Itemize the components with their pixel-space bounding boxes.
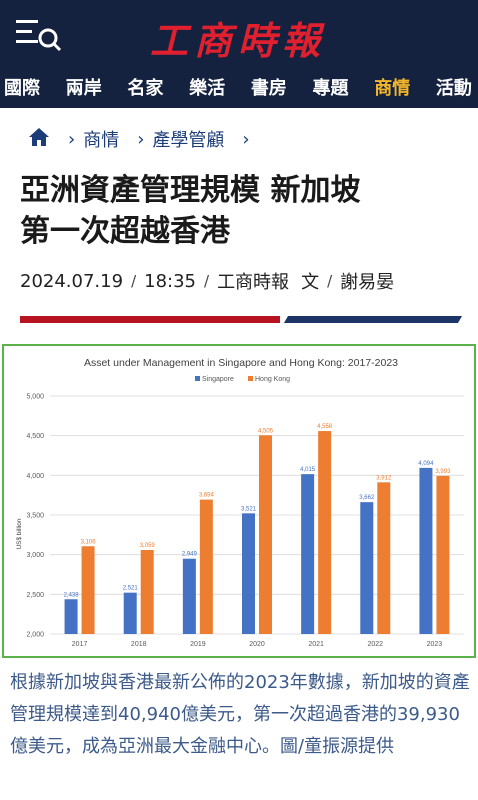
nav-item-business[interactable]: 商情 bbox=[374, 78, 411, 99]
data-label: 3,662 bbox=[359, 495, 375, 501]
nav-item-features[interactable]: 專題 bbox=[312, 78, 349, 99]
home-icon[interactable] bbox=[28, 127, 50, 152]
data-label: 4,094 bbox=[418, 461, 434, 467]
nav-item-books[interactable]: 書房 bbox=[250, 78, 287, 99]
breadcrumb-item-consulting[interactable]: 產學管顧 bbox=[152, 130, 225, 151]
publish-date: 2024.07.19 bbox=[20, 270, 124, 292]
chart-legend: Singapore Hong Kong bbox=[195, 376, 290, 383]
data-label: 2,949 bbox=[182, 552, 198, 558]
bar-hong-kong bbox=[199, 499, 213, 634]
x-tick-label: 2019 bbox=[190, 641, 206, 648]
chevron-right-icon: › bbox=[242, 128, 250, 150]
x-tick-label: 2022 bbox=[367, 641, 383, 648]
y-tick-label: 3,000 bbox=[26, 552, 44, 559]
title-divider-navy bbox=[283, 316, 463, 323]
x-axis-ticks: 2017 2018 2019 2020 2021 2022 2023 bbox=[72, 641, 443, 648]
title-divider-red bbox=[20, 316, 280, 323]
chart-bars: 2,438 3,106 2,521 3,059 2,949 3,694 3,521 4,505… bbox=[64, 424, 451, 634]
legend-swatch bbox=[248, 376, 253, 381]
breadcrumb: › 商情 › 產學管顧 › bbox=[28, 124, 258, 154]
bar-hong-kong bbox=[259, 435, 272, 634]
bar-singapore bbox=[123, 592, 137, 634]
bar-hong-kong bbox=[436, 475, 450, 634]
data-label: 3,694 bbox=[199, 493, 215, 499]
bar-hong-kong bbox=[377, 482, 391, 634]
chevron-right-icon: › bbox=[137, 128, 145, 150]
breadcrumb-item-business[interactable]: 商情 bbox=[83, 130, 120, 151]
y-tick-label: 2,500 bbox=[26, 592, 44, 599]
y-axis-ticks: 2,000 2,500 3,000 3,500 4,000 4,500 5,000 bbox=[26, 394, 44, 639]
nav-item-columnists[interactable]: 名家 bbox=[127, 78, 164, 99]
y-tick-label: 4,000 bbox=[26, 473, 44, 480]
byline-divider: / bbox=[131, 272, 137, 290]
main-nav: 國際 兩岸 名家 樂活 書房 專題 商情 活動 bbox=[0, 72, 478, 106]
bar-singapore bbox=[182, 558, 196, 634]
data-label: 4,505 bbox=[258, 428, 274, 434]
aum-bar-chart: Asset under Management in Singapore and … bbox=[16, 357, 464, 648]
bar-singapore bbox=[242, 513, 255, 634]
nav-item-events[interactable]: 活動 bbox=[435, 78, 472, 99]
nav-item-lifestyle[interactable]: 樂活 bbox=[189, 78, 226, 99]
figure-caption: 根據新加坡與香港最新公佈的2023年數據，新加坡的資產管理規模達到40,940億… bbox=[10, 672, 470, 757]
data-label: 2,521 bbox=[123, 586, 139, 592]
x-tick-label: 2023 bbox=[427, 641, 443, 648]
byline-divider: / bbox=[327, 272, 333, 290]
publication-source: 工商時報 bbox=[217, 272, 290, 293]
bar-singapore bbox=[64, 599, 78, 634]
chart-gridlines bbox=[50, 395, 464, 635]
y-axis-label: US$ billion bbox=[16, 518, 23, 549]
chart-title: Asset under Management in Singapore and … bbox=[84, 357, 398, 369]
bar-hong-kong bbox=[140, 549, 154, 634]
data-label: 3,912 bbox=[376, 475, 392, 481]
y-tick-label: 2,000 bbox=[26, 632, 44, 639]
author-name[interactable]: 謝易晏 bbox=[340, 272, 395, 293]
bar-singapore bbox=[301, 474, 315, 634]
article-title: 亞洲資產管理規模 新加坡 第一次超越香港 bbox=[20, 170, 460, 252]
publish-time: 18:35 bbox=[144, 270, 196, 292]
y-tick-label: 5,000 bbox=[26, 394, 44, 401]
data-label: 3,106 bbox=[81, 539, 97, 545]
x-tick-label: 2020 bbox=[249, 641, 265, 648]
data-label: 3,059 bbox=[140, 543, 156, 549]
y-tick-label: 4,500 bbox=[26, 433, 44, 440]
x-tick-label: 2017 bbox=[72, 641, 88, 648]
nav-item-international[interactable]: 國際 bbox=[4, 78, 40, 99]
article-figure: Asset under Management in Singapore and … bbox=[2, 344, 476, 658]
data-label: 3,993 bbox=[435, 469, 451, 475]
y-tick-label: 3,500 bbox=[26, 513, 44, 520]
legend-label: Singapore bbox=[202, 376, 234, 383]
legend-label: Hong Kong bbox=[255, 376, 290, 383]
bar-hong-kong bbox=[81, 546, 95, 634]
chevron-right-icon: › bbox=[68, 128, 76, 150]
article-byline: 2024.07.19 / 18:35 / 工商時報 文 / 謝易晏 bbox=[20, 266, 394, 296]
menu-search-icon[interactable] bbox=[14, 16, 62, 56]
x-tick-label: 2018 bbox=[131, 641, 147, 648]
legend-swatch bbox=[195, 376, 200, 381]
nav-item-cross-strait[interactable]: 兩岸 bbox=[65, 78, 102, 99]
site-logo[interactable]: 工商時報 bbox=[150, 18, 327, 63]
data-label: 4,015 bbox=[300, 467, 316, 473]
byline-divider: / bbox=[204, 272, 210, 290]
x-tick-label: 2021 bbox=[308, 641, 324, 648]
site-header: 工商時報 國際 兩岸 名家 樂活 書房 專題 商情 活動 bbox=[0, 0, 478, 108]
data-label: 3,521 bbox=[241, 506, 257, 512]
data-label: 2,438 bbox=[64, 592, 80, 598]
author-prefix: 文 bbox=[301, 272, 320, 293]
data-label: 4,558 bbox=[317, 424, 333, 430]
title-line-2: 第一次超越香港 bbox=[20, 214, 230, 249]
bar-hong-kong bbox=[318, 431, 332, 634]
title-line-1: 亞洲資產管理規模 新加坡 bbox=[20, 173, 361, 208]
bar-singapore bbox=[360, 502, 374, 634]
bar-singapore bbox=[419, 467, 433, 634]
